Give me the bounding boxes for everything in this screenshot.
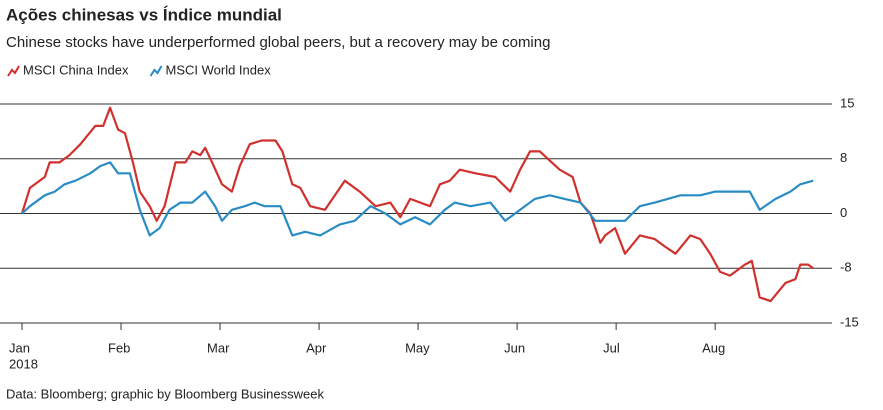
x-tick-label: May xyxy=(405,340,430,355)
x-tick-label: Aug xyxy=(702,340,725,355)
x-tick-label: Jan xyxy=(9,340,30,355)
legend-label: MSCI China Index xyxy=(23,62,129,77)
y-tick-label: 0 xyxy=(840,205,847,220)
y-tick-label: 8 xyxy=(840,150,847,165)
y-tick-label: 15 xyxy=(840,95,854,110)
legend-swatch xyxy=(149,65,163,77)
series-line xyxy=(20,106,814,303)
y-tick-label: -8 xyxy=(840,260,852,275)
legend-swatch xyxy=(7,65,20,77)
x-tick-label: Feb xyxy=(108,340,130,355)
x-tick-label: Mar xyxy=(207,340,230,355)
x-tick-label: Jul xyxy=(603,340,620,355)
x-tick-sublabel: 2018 xyxy=(9,356,38,371)
y-tick-label: -15 xyxy=(840,314,859,329)
chart-title: Ações chinesas vs Índice mundial xyxy=(6,5,282,24)
legend-label: MSCI World Index xyxy=(166,62,272,77)
x-tick-label: Apr xyxy=(306,340,327,355)
series-line xyxy=(21,161,814,237)
source: Data: Bloomberg; graphic by Bloomberg Bu… xyxy=(6,386,324,401)
x-tick-label: Jun xyxy=(504,340,525,355)
chart-subtitle: Chinese stocks have underperformed globa… xyxy=(6,34,550,51)
